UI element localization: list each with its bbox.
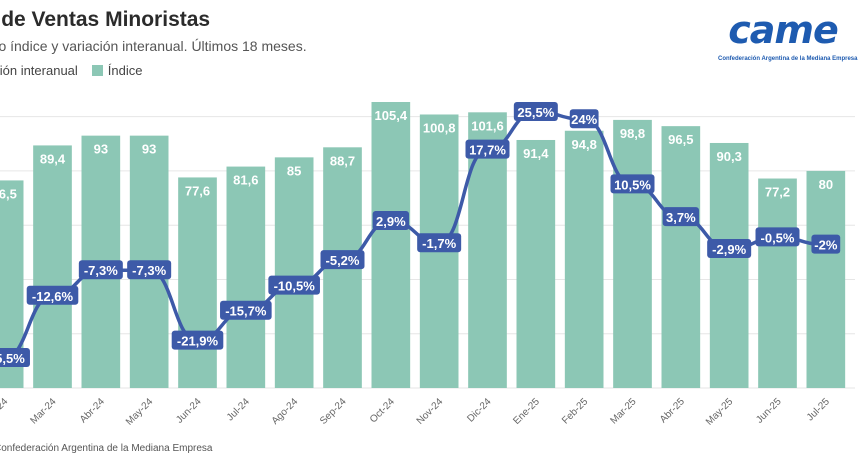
x-tick-label: Ago-24 [270,396,301,427]
chart-title: ce de Ventas Minoristas [0,8,211,31]
line-label-bg [372,211,410,231]
line-label-bg [662,207,700,227]
x-tick-label: May-25 [704,396,736,428]
line-label-bg [268,275,320,295]
line-label-bg [220,300,272,320]
legend-bar-swatch [91,65,103,76]
line-label: -21,9% [177,334,219,349]
line-label: -5,2% [326,253,360,268]
line-label: 24% [571,112,597,127]
x-tick-label: Jun-25 [754,396,784,426]
x-tick-label: Mar-25 [608,396,638,426]
x-tick-label: Jul-24 [225,396,252,423]
x-tick-label: Mar-24 [28,396,58,426]
series-line [3,110,826,360]
line-label: -2% [814,238,838,253]
line-label: -10,5% [274,279,316,294]
bar [806,170,846,388]
line-label-bg [811,234,841,254]
bar [516,139,556,388]
line-label: -0,5% [761,230,795,245]
logo-word: came [728,8,839,52]
line-label: 10,5% [614,177,651,192]
line-label: 17,7% [469,143,506,158]
bar [274,157,314,388]
bar-label: 89,4 [40,151,66,166]
bar-label: 77,6 [185,183,210,198]
bar [0,180,24,388]
bar [178,177,217,388]
x-tick-label: Abr-25 [658,396,687,425]
x-tick-label: Oct-24 [368,396,397,425]
bar-label: 76,5 [0,186,17,201]
bar-label: 96,5 [668,132,693,147]
bar [661,126,701,388]
x-tick-label: May-24 [124,396,156,428]
line-label-bg [26,285,79,305]
line-label: -7,3% [132,263,166,278]
bar-label: 100,8 [423,120,456,135]
legend-item-line: ación interanual [0,63,78,78]
x-tick-label: Nov-24 [415,396,446,427]
line-label: -25,5% [0,351,25,366]
bar-label: 85 [287,163,301,178]
bar [758,178,797,388]
line-label: -15,7% [225,304,267,319]
bar-label: 77,2 [765,185,790,200]
line-label: 2,9% [376,214,406,229]
line-label: 25,5% [517,105,554,120]
line-label-bg [417,233,462,253]
line-label: -2,9% [712,242,746,257]
bar-label: 88,7 [330,153,355,168]
chart-subtitle: ero índice y variación interanual. Últim… [0,38,307,54]
bar [226,166,266,388]
line-label-bg [610,174,655,194]
x-tick-label: Feb-25 [560,396,590,426]
bar [371,102,411,388]
line-label-bg [707,238,752,258]
bar [564,130,604,388]
legend-bar-label: Índice [107,63,143,78]
x-tick-label: Jun-24 [174,396,204,426]
bar-label: 101,6 [471,118,504,133]
line-label-bg [569,109,599,129]
line-label-bg [127,260,172,280]
bar-label: 98,8 [620,126,645,141]
bar-label: 80 [819,177,833,192]
x-tick-label: Sep-24 [318,396,349,427]
line-label: -12,6% [32,289,74,304]
bar-label: 93 [142,142,156,157]
x-tick-label: Abr-24 [78,396,107,425]
bar-label: 81,6 [233,173,258,188]
bar-label: 91,4 [523,146,549,161]
logo-tagline: Confederación Argentina de la Mediana Em… [718,56,858,62]
bar [33,145,72,388]
line-label-bg [755,227,800,247]
legend-item-bar: Índice [91,63,143,78]
line-label-bg [465,139,510,159]
line-label-bg [513,102,558,121]
line-label-bg [0,348,30,367]
x-tick-label: Dic-24 [465,396,494,425]
line-label-bg [171,330,224,350]
bar-label: 105,4 [375,108,408,123]
line-label-bg [78,260,123,280]
x-tick-label: Feb-24 [0,396,11,426]
legend-line-label: ación interanual [0,63,78,78]
bar [613,119,652,388]
x-tick-label: Ene-25 [511,396,542,427]
line-label-bg [320,250,365,270]
bar-label: 90,3 [717,149,742,164]
line-label: 3,7% [666,210,696,225]
line-label: -7,3% [84,263,118,278]
bar [709,142,749,388]
x-tick-label: Jul-25 [805,396,832,423]
came-logo: came Confederación Argentina de la Media… [718,8,858,70]
bar-label: 94,8 [572,137,597,152]
legend: ación interanual Índice [0,63,157,78]
source-note: Confederación Argentina de la Mediana Em… [0,443,213,454]
line-label: -1,7% [422,236,456,251]
bar-label: 93 [94,142,108,157]
